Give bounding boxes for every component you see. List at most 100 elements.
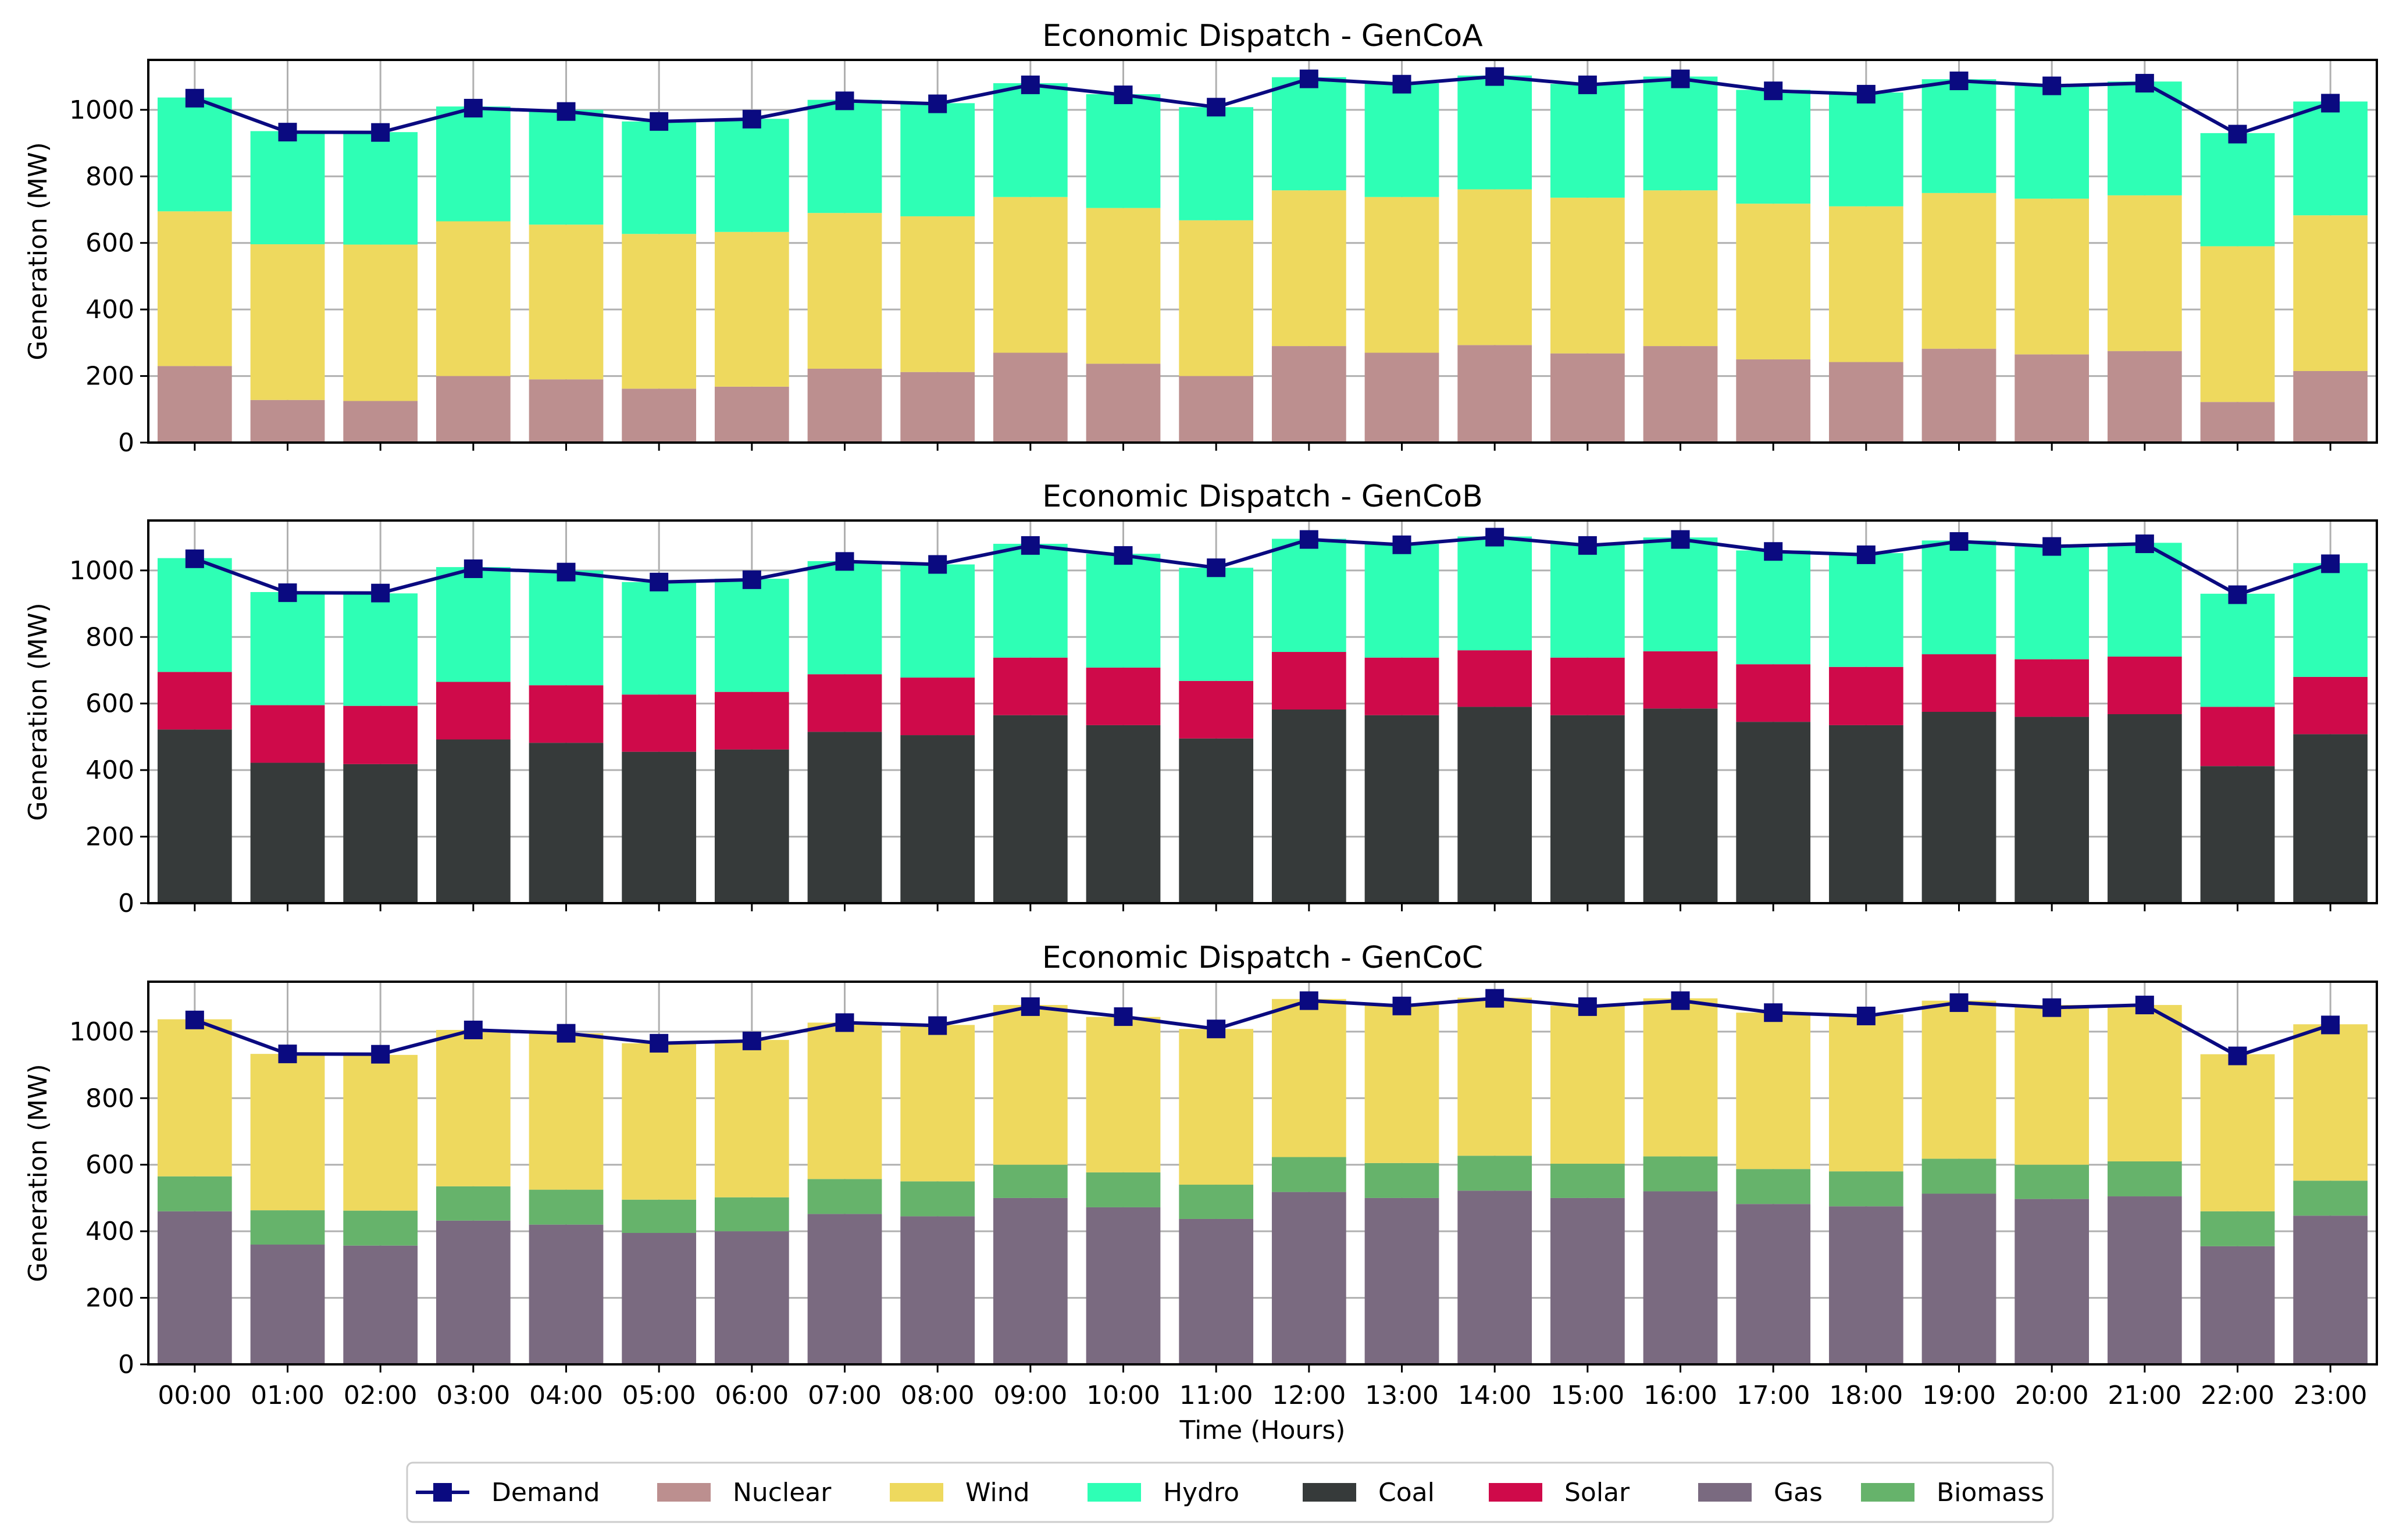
bar-hydro — [900, 103, 975, 216]
x-tick-label: 14:00 — [1458, 1381, 1532, 1410]
y-tick-label: 0 — [118, 1350, 134, 1379]
y-tick-label: 200 — [85, 822, 134, 852]
demand-marker — [742, 570, 761, 589]
bar-hydro — [807, 99, 882, 213]
bar-solar — [1550, 657, 1625, 715]
legend-label-demand: Demand — [491, 1478, 600, 1507]
bar-hydro — [157, 97, 232, 212]
demand-marker — [1856, 84, 1876, 104]
bar-nuclear — [1179, 376, 1254, 443]
bar-nuclear — [529, 379, 604, 443]
bar-coal — [2200, 766, 2275, 903]
panel-1: 0 200 400 600 800 1000 Economic Dispatch - Gen… — [23, 19, 2378, 458]
bar-biomass — [714, 1197, 789, 1232]
x-tick-label: 18:00 — [1829, 1381, 1903, 1410]
bar-nuclear — [993, 352, 1068, 443]
y-tick-label: 600 — [85, 1150, 134, 1180]
bar-gas — [993, 1197, 1068, 1364]
demand-marker — [742, 109, 761, 129]
legend-swatch-wind — [890, 1483, 943, 1502]
demand-marker — [1578, 997, 1597, 1016]
panel-title: Economic Dispatch - GenCoC — [1042, 940, 1483, 975]
legend: Demand Nuclear Wind Hydro Coal Solar Gas Biomas… — [406, 1461, 2054, 1523]
bar-hydro — [343, 593, 418, 706]
bar-wind — [1457, 997, 1532, 1156]
bar-hydro — [2015, 545, 2090, 660]
demand-marker — [928, 555, 947, 574]
bar-wind — [1271, 999, 1346, 1157]
bar-solar — [2107, 657, 2182, 715]
x-tick-label: 23:00 — [2294, 1381, 2368, 1410]
demand-marker — [835, 1013, 854, 1032]
demand-marker — [1207, 1019, 1226, 1039]
bar-gas — [1457, 1190, 1532, 1364]
bar-wind — [1271, 190, 1346, 347]
legend-swatch-coal — [1303, 1483, 1356, 1502]
bar-biomass — [1643, 1156, 1718, 1192]
demand-marker — [1578, 75, 1597, 94]
bar-coal — [529, 743, 604, 903]
bar-gas — [2107, 1196, 2182, 1364]
demand-marker — [278, 1045, 297, 1064]
bar-solar — [2293, 676, 2368, 735]
bar-gas — [1921, 1193, 1996, 1364]
bar-solar — [993, 657, 1068, 715]
bar-wind — [250, 244, 325, 400]
bar-wind — [157, 1019, 232, 1177]
bar-hydro — [250, 592, 325, 705]
bar-hydro — [2200, 133, 2275, 247]
bar-nuclear — [1271, 346, 1346, 443]
bar-biomass — [1457, 1156, 1532, 1191]
demand-marker — [2321, 94, 2340, 113]
demand-marker — [2135, 996, 2154, 1015]
bar-coal — [1736, 722, 1811, 903]
bar-wind — [1828, 206, 1903, 362]
demand-marker — [650, 1033, 669, 1053]
x-tick-label: 20:00 — [2015, 1381, 2089, 1410]
bar-wind — [1921, 1000, 1996, 1159]
bar-coal — [993, 715, 1068, 903]
demand-marker — [371, 123, 390, 142]
bar-biomass — [1364, 1163, 1439, 1198]
bar-hydro — [2015, 84, 2090, 199]
bar-gas — [2200, 1246, 2275, 1364]
demand-marker — [1485, 989, 1504, 1008]
x-tick-label: 16:00 — [1643, 1381, 1717, 1410]
bar-wind — [714, 1040, 789, 1197]
bar-coal — [343, 764, 418, 903]
bar-nuclear — [1828, 362, 1903, 443]
bar-biomass — [622, 1199, 697, 1233]
demand-marker — [185, 1010, 204, 1029]
y-tick-label: 1000 — [69, 556, 134, 586]
demand-marker — [371, 1045, 390, 1064]
bar-coal — [807, 732, 882, 903]
demand-marker — [1949, 993, 1969, 1013]
legend-label-solar: Solar — [1564, 1478, 1630, 1507]
bar-nuclear — [714, 386, 789, 443]
y-tick-label: 200 — [85, 1284, 134, 1313]
demand-marker — [1114, 1007, 1133, 1026]
bar-solar — [1086, 667, 1161, 725]
bar-biomass — [157, 1176, 232, 1211]
bar-wind — [1643, 998, 1718, 1157]
bar-hydro — [993, 83, 1068, 197]
bar-hydro — [1457, 536, 1532, 651]
x-tick-label: 22:00 — [2201, 1381, 2274, 1410]
x-tick-label: 11:00 — [1179, 1381, 1253, 1410]
bar-biomass — [250, 1210, 325, 1245]
demand-marker — [1671, 530, 1690, 549]
bar-gas — [622, 1232, 697, 1364]
bar-coal — [1364, 715, 1439, 903]
demand-marker — [1114, 85, 1133, 105]
demand-line — [194, 74, 2331, 136]
bar-wind — [1086, 208, 1161, 364]
legend-label-hydro: Hydro — [1163, 1478, 1239, 1507]
demand-marker — [2321, 554, 2340, 573]
bar-hydro — [2200, 593, 2275, 707]
bar-biomass — [993, 1164, 1068, 1198]
bar-biomass — [2015, 1164, 2090, 1199]
bar-nuclear — [900, 372, 975, 443]
demand-marker — [1671, 69, 1690, 88]
y-axis-label: Generation (MW) — [23, 142, 53, 360]
bar-nuclear — [1457, 345, 1532, 443]
